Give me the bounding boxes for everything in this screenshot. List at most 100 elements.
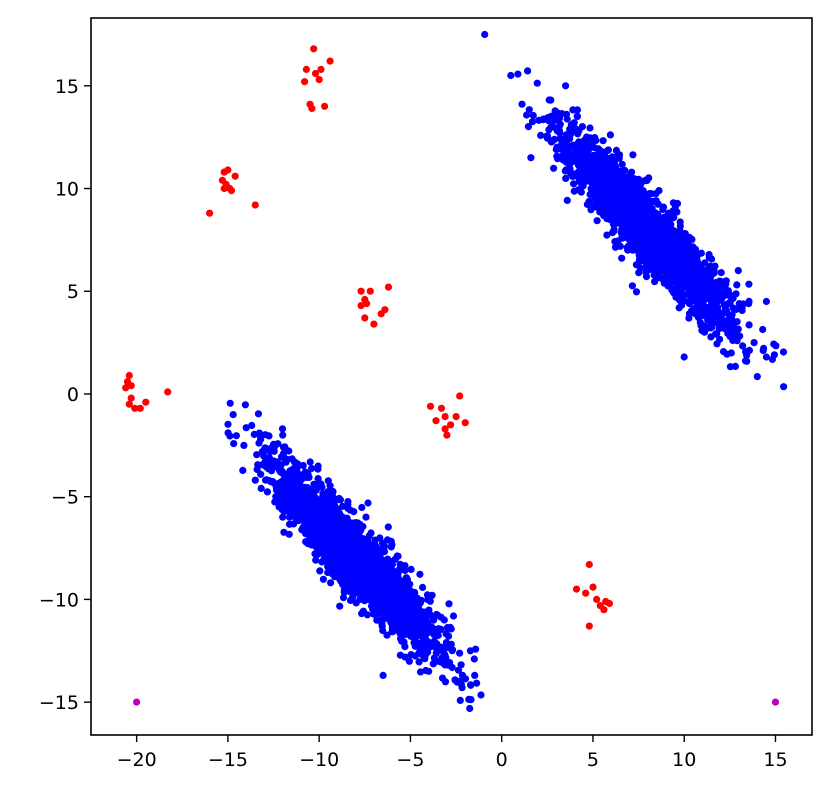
data-point [394, 552, 402, 560]
data-point [263, 488, 271, 496]
data-point [600, 172, 609, 180]
data-point [634, 237, 642, 245]
data-point [667, 263, 675, 272]
data-point [745, 321, 753, 329]
data-point [750, 339, 758, 347]
data-point [224, 429, 232, 437]
data-point [285, 520, 294, 528]
data-point [676, 218, 684, 226]
data-point [229, 411, 237, 419]
data-point [577, 188, 585, 196]
data-point [261, 431, 269, 439]
data-point [628, 282, 637, 290]
data-point [248, 421, 256, 430]
data-point [559, 151, 567, 159]
data-point [621, 227, 629, 235]
data-point [390, 625, 398, 633]
data-point [553, 109, 562, 117]
data-point [327, 566, 335, 575]
data-point [643, 196, 651, 205]
data-point [641, 176, 649, 184]
data-point [305, 493, 313, 501]
data-point [400, 638, 408, 646]
data-point [710, 268, 718, 276]
data-point [656, 248, 665, 256]
data-point [378, 619, 386, 627]
data-point [444, 641, 452, 650]
data-point [377, 602, 385, 610]
data-point [591, 174, 599, 182]
data-point [317, 509, 325, 517]
data-point [647, 242, 656, 250]
data-point [456, 649, 464, 657]
data-point [642, 273, 651, 281]
data-point [257, 484, 265, 492]
data-point [473, 679, 481, 687]
data-point [685, 266, 693, 274]
data-point [355, 547, 363, 556]
data-point [768, 355, 777, 363]
data-point [662, 277, 670, 285]
data-point [280, 471, 288, 479]
data-point [275, 462, 283, 470]
data-point [562, 82, 570, 90]
data-point [638, 224, 646, 232]
data-point [430, 626, 438, 634]
data-point [579, 176, 587, 184]
data-point [324, 547, 332, 556]
data-point [278, 425, 287, 433]
data-point [586, 190, 594, 199]
data-point [562, 174, 570, 182]
data-point [614, 237, 622, 245]
data-point [523, 111, 531, 119]
data-point [631, 193, 639, 201]
data-point [433, 644, 441, 653]
data-point [600, 151, 609, 159]
data-point [733, 281, 741, 289]
data-point [729, 294, 737, 302]
data-point [240, 441, 248, 449]
data-point [669, 227, 678, 235]
data-point [760, 344, 768, 352]
data-point [562, 144, 570, 152]
data-point [416, 570, 424, 578]
data-point [678, 248, 687, 256]
data-point [335, 568, 343, 576]
data-point [335, 520, 343, 529]
data-point [396, 560, 404, 568]
data-point [620, 207, 629, 215]
data-point [585, 145, 593, 153]
data-point [254, 410, 262, 418]
data-point [367, 589, 375, 597]
data-point [770, 340, 778, 348]
data-point [364, 499, 372, 507]
data-point [449, 612, 458, 620]
data-point [554, 155, 562, 163]
points-layer [122, 30, 788, 713]
data-point [540, 115, 548, 123]
data-point [458, 671, 467, 679]
data-point [407, 565, 415, 574]
data-point [571, 172, 579, 180]
data-point [716, 335, 724, 343]
data-point [655, 229, 664, 237]
data-point [693, 250, 701, 258]
data-point [383, 584, 391, 592]
data-point [673, 208, 681, 216]
data-point [587, 206, 595, 214]
data-point [287, 467, 295, 475]
data-point [552, 145, 560, 154]
data-point [315, 544, 323, 552]
data-point [590, 156, 598, 164]
data-point [647, 255, 655, 263]
data-point [362, 553, 370, 561]
data-point [232, 432, 240, 440]
data-point [466, 647, 474, 655]
data-point [327, 579, 335, 587]
data-point [603, 231, 611, 239]
data-point [697, 321, 705, 330]
data-point [264, 446, 272, 454]
data-point [457, 661, 465, 669]
